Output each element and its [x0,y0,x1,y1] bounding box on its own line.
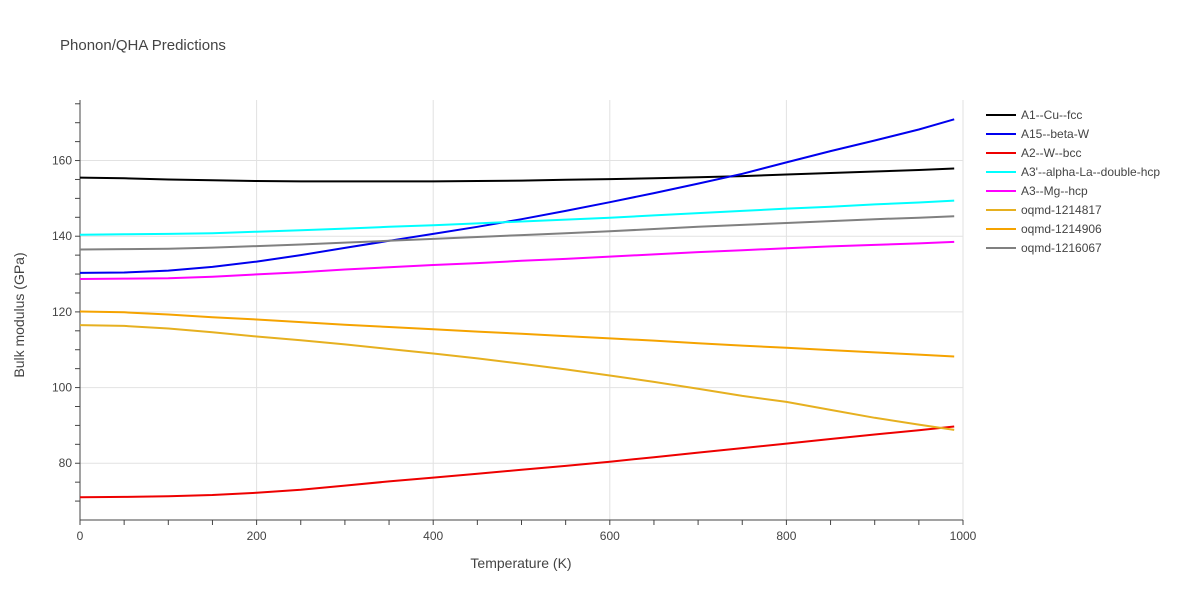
y-tick-label: 140 [52,229,72,243]
x-axis-label: Temperature (K) [470,555,571,571]
series-line-4 [79,240,955,280]
legend-item[interactable]: oqmd-1214906 [986,222,1102,236]
series-line-6 [79,310,955,358]
legend-label: oqmd-1214906 [1021,222,1102,236]
y-tick-label: 80 [59,456,73,470]
legend-item[interactable]: A15--beta-W [986,127,1090,141]
series-line-0 [79,167,955,183]
series-line-7 [79,215,955,251]
y-tick-labels: 80 100 120 140 160 [52,154,72,471]
axes [75,100,964,525]
x-tick-label: 600 [600,529,620,543]
x-tick-label: 400 [423,529,443,543]
grid [80,100,964,520]
series-line-1 [79,118,955,274]
x-tick-labels: 0 200 400 600 800 1000 [77,529,977,543]
y-tick-label: 120 [52,305,72,319]
series-lines [79,118,955,499]
chart-title: Phonon/QHA Predictions [60,37,226,54]
legend-label: oqmd-1214817 [1021,203,1102,217]
legend-label: A3--Mg--hcp [1021,184,1088,198]
x-tick-label: 800 [776,529,796,543]
y-tick-label: 160 [52,154,72,168]
legend-item[interactable]: A2--W--bcc [986,146,1081,160]
legend: A1--Cu--fcc A15--beta-W A2--W--bcc A3'--alp… [986,108,1160,255]
legend-label: oqmd-1216067 [1021,241,1102,255]
legend-item[interactable]: A3'--alpha-La--double-hcp [986,165,1160,179]
x-tick-label: 1000 [950,529,977,543]
series-line-3 [79,199,955,236]
x-tick-label: 200 [247,529,267,543]
series-line-2 [79,425,955,499]
legend-item[interactable]: oqmd-1214817 [986,203,1102,217]
x-tick-label: 0 [77,529,84,543]
legend-item[interactable]: A3--Mg--hcp [986,184,1088,198]
y-axis-label: Bulk modulus (GPa) [11,252,27,377]
series-line-5 [79,324,955,431]
legend-label: A15--beta-W [1021,127,1090,141]
legend-item[interactable]: A1--Cu--fcc [986,108,1082,122]
legend-label: A3'--alpha-La--double-hcp [1021,165,1160,179]
y-tick-label: 100 [52,381,72,395]
legend-item[interactable]: oqmd-1216067 [986,241,1102,255]
legend-label: A2--W--bcc [1021,146,1081,160]
legend-label: A1--Cu--fcc [1021,108,1082,122]
